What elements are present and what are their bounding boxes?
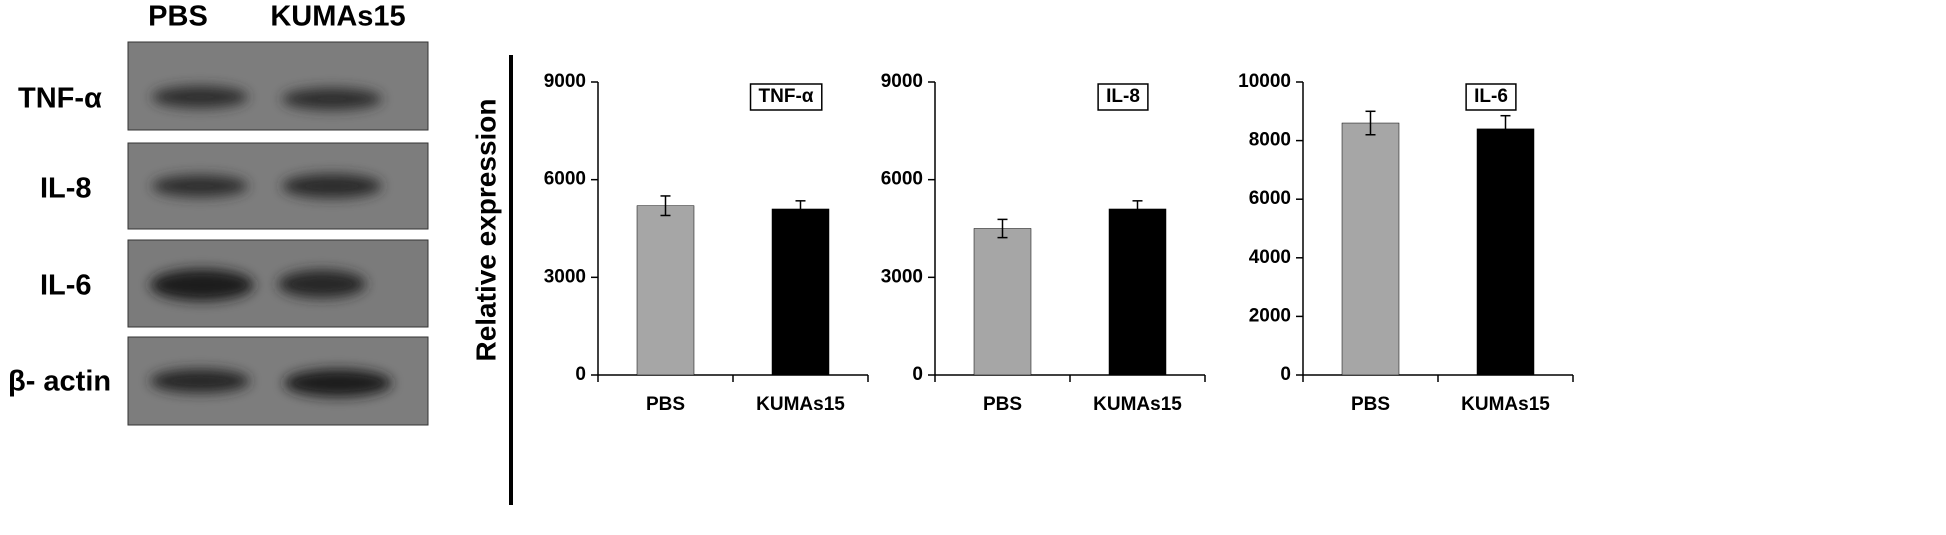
y-tick-label: 6000: [881, 169, 923, 190]
y-tick-label: 0: [1280, 364, 1291, 385]
row-label: IL-6: [40, 270, 92, 302]
chart-title: TNF-α: [759, 86, 814, 107]
y-tick-label: 0: [912, 364, 923, 385]
blot-panel: [127, 41, 429, 131]
error-bar: [795, 200, 806, 218]
chart-title: IL-6: [1474, 86, 1508, 107]
x-tick-label: PBS: [646, 394, 685, 415]
band: [150, 369, 250, 393]
band: [284, 369, 392, 397]
bands: [150, 86, 392, 397]
y-axis-label: Relative expression: [470, 98, 501, 361]
y-tick-label: 10000: [1238, 71, 1291, 92]
band: [278, 270, 366, 298]
row-label: β- actin: [8, 366, 111, 398]
y-tick-label: 6000: [544, 169, 586, 190]
bar: [636, 205, 695, 376]
y-tick-label: 9000: [881, 71, 923, 92]
error-bar: [1132, 200, 1143, 218]
lane-label: KUMAs15: [270, 1, 405, 33]
row-label: TNF-α: [18, 83, 102, 115]
x-tick-label: PBS: [983, 394, 1022, 415]
bar: [771, 208, 830, 376]
error-bar: [660, 195, 671, 217]
band: [282, 174, 382, 198]
error-bar: [1365, 110, 1376, 136]
band: [150, 269, 254, 301]
x-tick-label: KUMAs15: [1093, 394, 1182, 415]
lane-label: PBS: [148, 1, 208, 33]
y-tick-label: 0: [575, 364, 586, 385]
y-tick-label: 8000: [1249, 130, 1291, 151]
x-tick-label: KUMAs15: [756, 394, 845, 415]
y-tick-label: 3000: [881, 266, 923, 287]
bar: [1341, 122, 1400, 376]
blot: [127, 41, 429, 426]
row-label: IL-8: [40, 173, 92, 205]
chart-title: IL-8: [1106, 86, 1140, 107]
band: [152, 86, 248, 108]
error-bar: [1500, 114, 1511, 143]
band: [152, 175, 248, 197]
bar: [1108, 208, 1167, 376]
y-tick-label: 3000: [544, 266, 586, 287]
title-box: [749, 83, 823, 111]
y-tick-label: 4000: [1249, 247, 1291, 268]
title-box: [1097, 83, 1149, 111]
y-tick-label: 2000: [1249, 305, 1291, 326]
error-bar: [997, 218, 1008, 239]
title-box: [1465, 83, 1517, 111]
bar: [1476, 128, 1535, 376]
x-tick-label: PBS: [1351, 394, 1390, 415]
y-tick-label: 6000: [1249, 188, 1291, 209]
x-tick-label: KUMAs15: [1461, 394, 1550, 415]
y-tick-label: 9000: [544, 71, 586, 92]
band: [282, 88, 382, 110]
bar: [973, 228, 1032, 376]
